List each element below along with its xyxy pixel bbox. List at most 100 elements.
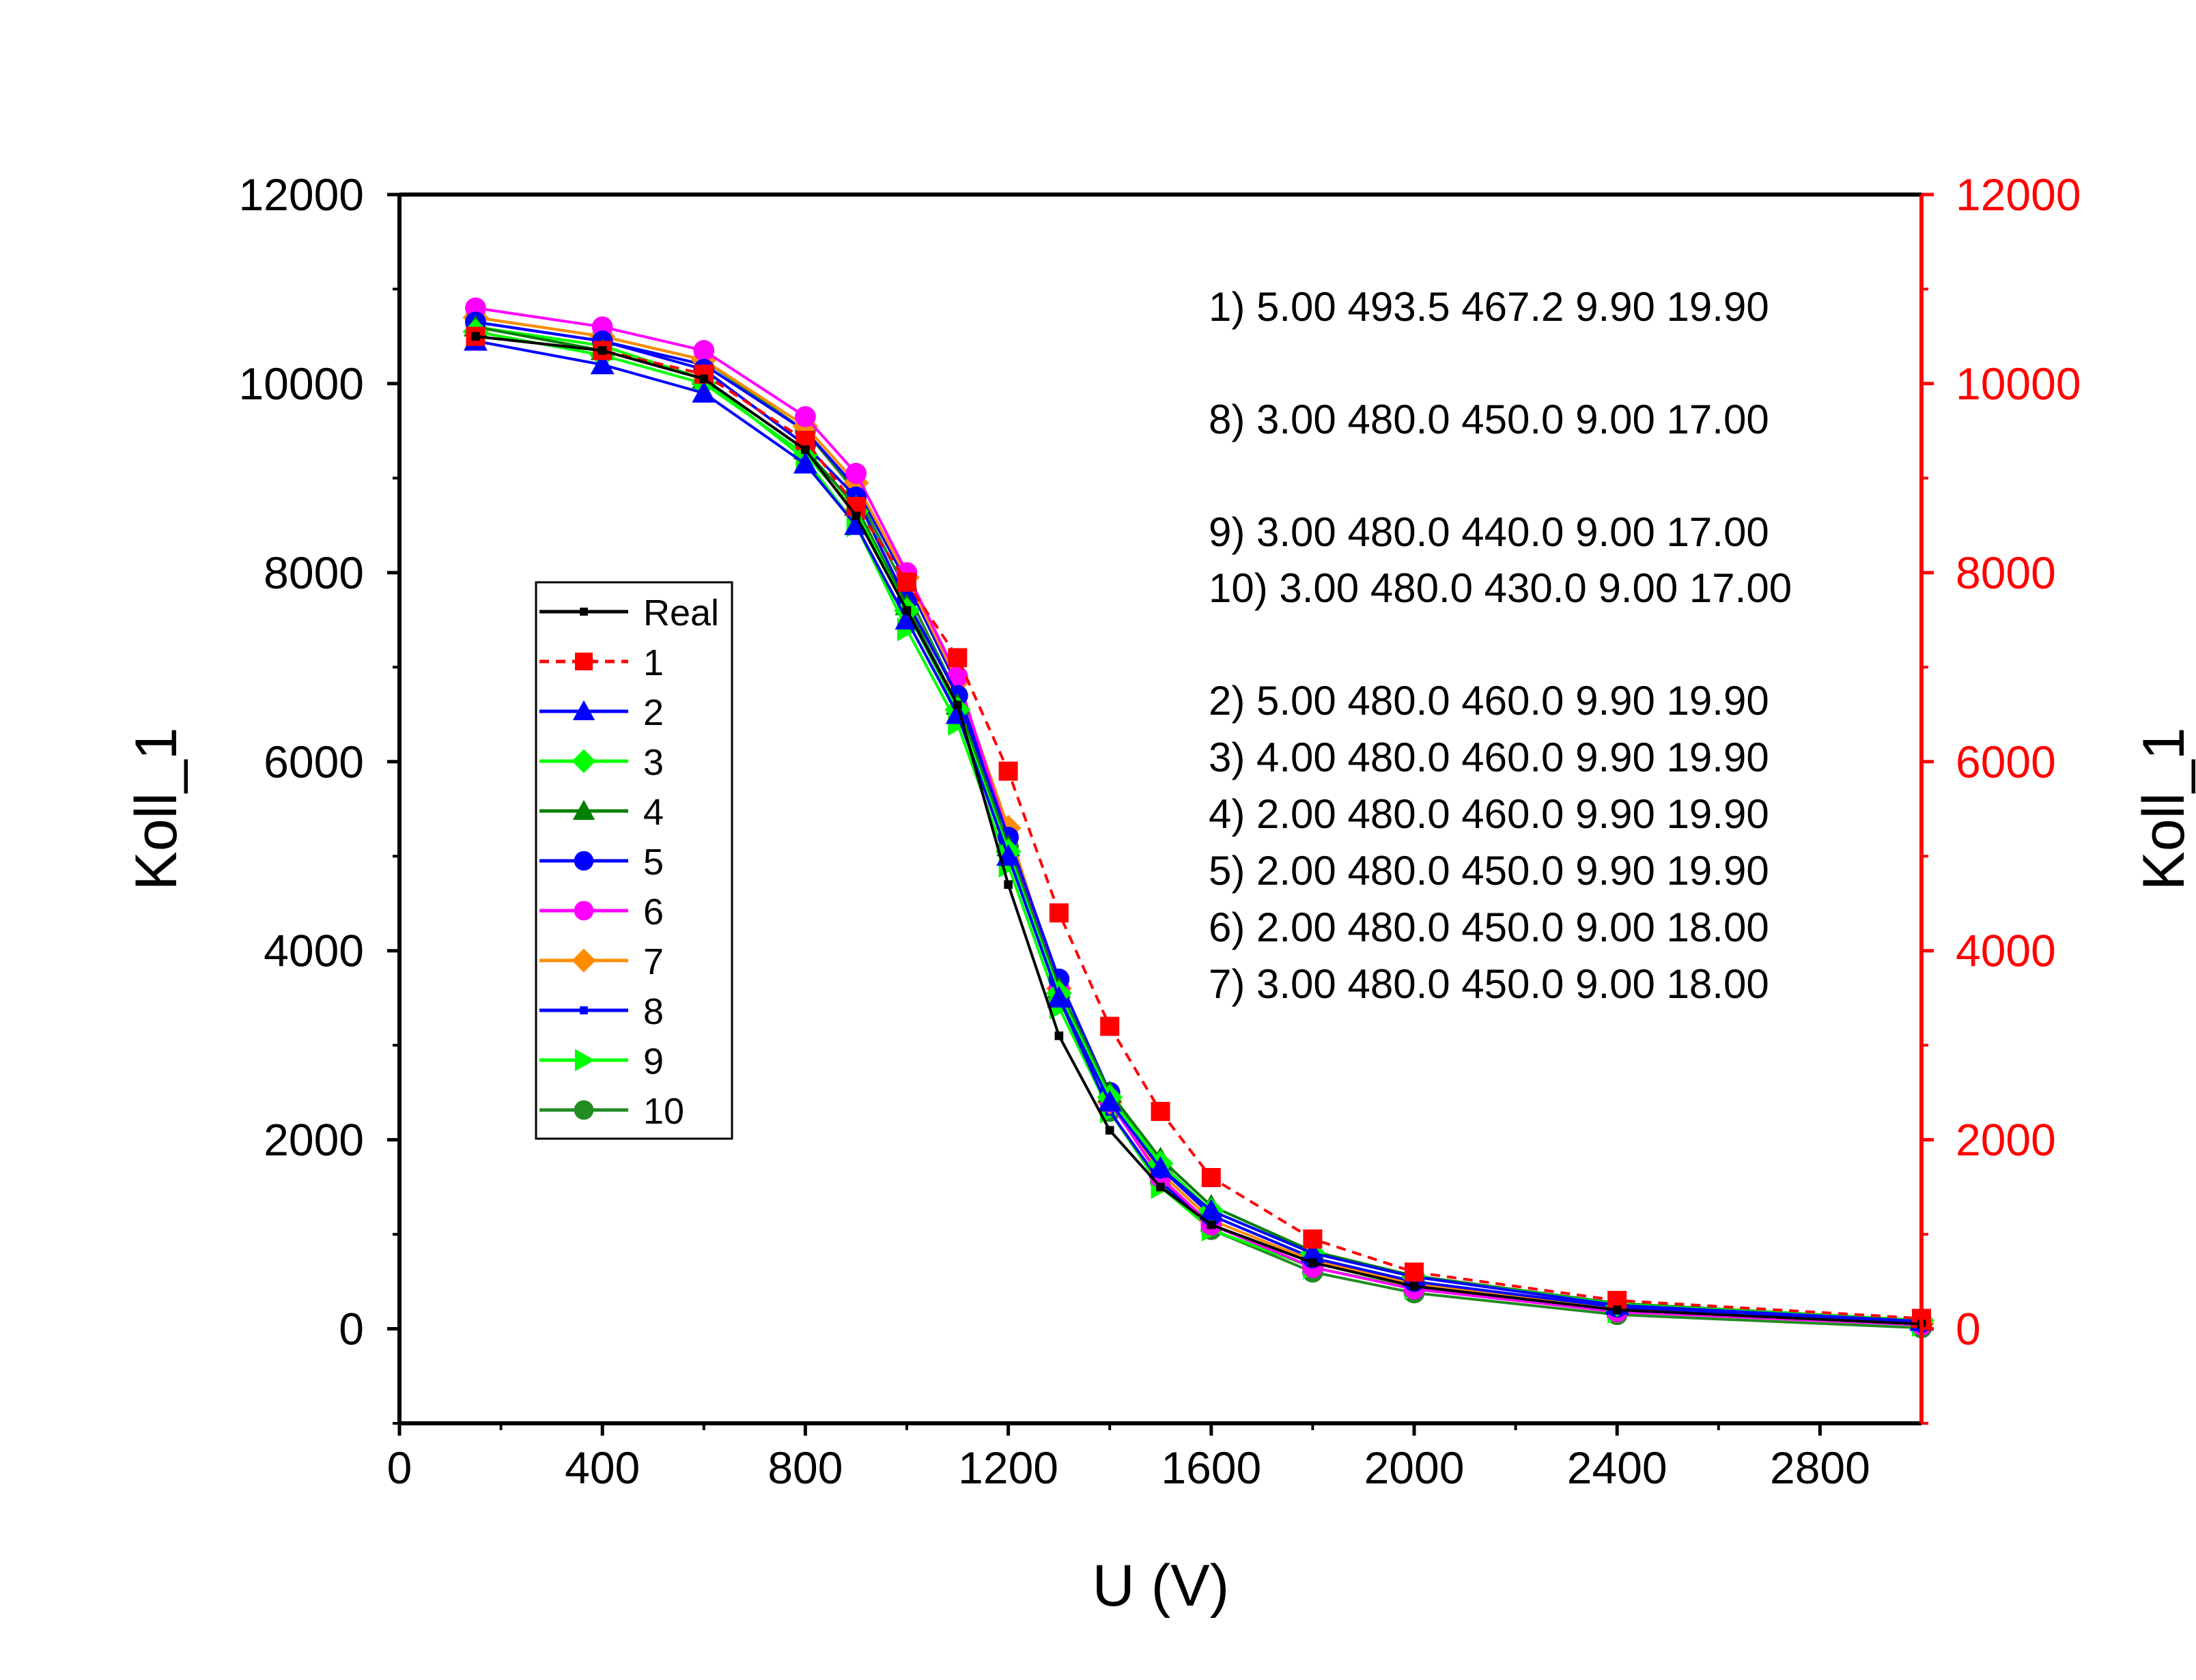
- annotation-line: 1) 5.00 493.5 467.2 9.90 19.90: [1209, 284, 1769, 330]
- series-line-5: [475, 320, 1922, 1324]
- legend-item-9: 9: [539, 1041, 664, 1082]
- data-point-1: [1201, 1168, 1221, 1187]
- data-point-2: [1300, 1241, 1325, 1263]
- legend-item-6: 6: [539, 892, 664, 932]
- series-1: [466, 326, 1931, 1328]
- data-point-2: [793, 452, 817, 474]
- legend-item-7: 7: [539, 941, 664, 982]
- legend-label: Real: [643, 593, 719, 633]
- series-line-2: [475, 339, 1922, 1323]
- legend-swatch-marker: [572, 749, 596, 773]
- legend-item-Real: Real: [539, 593, 719, 633]
- y-tick-label-right: 10000: [1956, 358, 2081, 409]
- annotation-line: 2) 5.00 480.0 460.0 9.90 19.90: [1209, 678, 1769, 724]
- data-point-2: [1047, 986, 1071, 1008]
- y-tick-label-left: 2000: [264, 1115, 364, 1165]
- data-point-Real: [1054, 1031, 1064, 1040]
- series-layer: [462, 297, 1934, 1339]
- legend-item-10: 10: [539, 1091, 684, 1132]
- legend-swatch-marker: [580, 1006, 588, 1014]
- annotation-line: 7) 3.00 480.0 450.0 9.00 18.00: [1209, 961, 1769, 1007]
- y-tick-label-right: 6000: [1956, 737, 2056, 787]
- legend-swatch-marker: [572, 700, 595, 720]
- y-axis-title-left: Koll_1: [124, 727, 189, 890]
- legend-item-2: 2: [539, 692, 664, 733]
- y-tick-label-left: 10000: [238, 358, 364, 409]
- annotation-line: 5) 2.00 480.0 450.0 9.90 19.90: [1209, 848, 1769, 894]
- data-point-6: [693, 340, 715, 361]
- data-point-1: [1151, 1102, 1170, 1122]
- y-tick-label-right: 2000: [1956, 1115, 2056, 1165]
- legend-label: 9: [643, 1041, 664, 1082]
- y-tick-label-left: 4000: [264, 926, 364, 976]
- data-point-Real: [801, 445, 810, 455]
- x-tick-label: 2000: [1364, 1442, 1465, 1493]
- y-tick-label-right: 12000: [1956, 169, 2081, 220]
- annotation-block: 1) 5.00 493.5 467.2 9.90 19.90 8) 3.00 48…: [1209, 284, 1792, 1007]
- data-point-6: [795, 405, 816, 427]
- legend-item-5: 5: [539, 842, 664, 883]
- annotation-line: 6) 2.00 480.0 450.0 9.00 18.00: [1209, 905, 1769, 950]
- y-tick-label-left: 0: [339, 1304, 364, 1354]
- data-point-6: [845, 463, 867, 484]
- legend-label: 4: [643, 792, 664, 833]
- x-tick-label: 2800: [1770, 1442, 1870, 1493]
- series-Real: [471, 332, 1926, 1328]
- annotation-line: 3) 4.00 480.0 460.0 9.90 19.90: [1209, 735, 1769, 780]
- data-point-2: [945, 702, 970, 724]
- data-point-Real: [1105, 1126, 1114, 1135]
- x-tick-label: 1200: [958, 1442, 1058, 1493]
- data-point-1: [1100, 1016, 1120, 1036]
- data-point-2: [692, 381, 716, 403]
- data-point-2: [1149, 1156, 1172, 1178]
- annotation-line: 4) 2.00 480.0 460.0 9.90 19.90: [1209, 791, 1769, 837]
- data-point-Real: [1156, 1182, 1165, 1192]
- legend-label: 10: [643, 1091, 684, 1132]
- data-point-Real: [1612, 1305, 1622, 1315]
- y-tick-label-left: 8000: [264, 547, 364, 598]
- legend-item-3: 3: [539, 742, 664, 783]
- legend-swatch-marker: [574, 900, 594, 921]
- ticks-layer: 0200040006000800010000120000200040006000…: [238, 169, 2081, 1493]
- legend-label: 1: [643, 642, 664, 683]
- axes-layer: 0200040006000800010000120000200040006000…: [238, 169, 2081, 1493]
- y-tick-label-left: 6000: [264, 737, 364, 787]
- y-tick-label-right: 0: [1956, 1304, 1981, 1354]
- series-line-6: [475, 307, 1922, 1326]
- y-tick-label-right: 8000: [1956, 547, 2056, 598]
- data-point-Real: [1004, 880, 1013, 889]
- data-point-Real: [1207, 1220, 1216, 1229]
- legend-item-4: 4: [539, 792, 664, 833]
- x-tick-label: 400: [565, 1442, 640, 1493]
- annotation-line: 10) 3.00 480.0 430.0 9.00 17.00: [1209, 565, 1792, 611]
- series-line-Real: [475, 334, 1922, 1326]
- legend-label: 6: [643, 892, 664, 932]
- legend-item-8: 8: [539, 991, 664, 1032]
- data-point-Real: [902, 606, 912, 615]
- legend-label: 2: [643, 692, 664, 733]
- data-point-1: [1303, 1229, 1323, 1249]
- legend-label: 8: [643, 991, 664, 1032]
- data-point-1: [998, 761, 1018, 781]
- y-tick-label-right: 4000: [1956, 926, 2056, 976]
- x-tick-label: 0: [387, 1442, 412, 1493]
- legend-swatch-marker: [574, 1100, 594, 1120]
- y-tick-label-left: 12000: [238, 169, 364, 220]
- legend-swatch-marker: [575, 1049, 595, 1072]
- data-point-1: [1049, 903, 1069, 923]
- legend-swatch-marker: [574, 851, 594, 871]
- data-point-Real: [597, 346, 607, 355]
- x-tick-label: 2400: [1567, 1442, 1667, 1493]
- data-point-Real: [1409, 1281, 1419, 1291]
- annotation-line: 8) 3.00 480.0 450.0 9.00 17.00: [1209, 397, 1769, 442]
- data-point-1: [948, 648, 968, 668]
- legend-label: 7: [643, 941, 664, 982]
- data-point-Real: [471, 332, 480, 341]
- data-point-2: [1199, 1198, 1224, 1221]
- y-axis-title-right: Koll_1: [2131, 727, 2196, 890]
- x-tick-label: 800: [768, 1442, 843, 1493]
- legend-item-1: 1: [539, 642, 664, 683]
- legend-label: 5: [643, 842, 664, 883]
